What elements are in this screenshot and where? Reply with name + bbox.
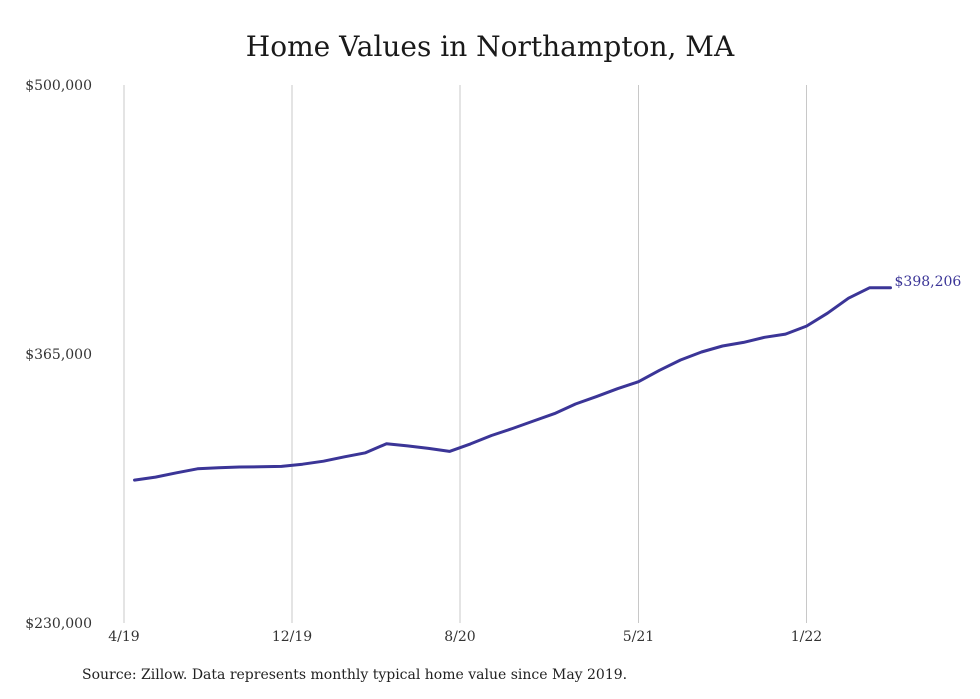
- y-tick-label: $230,000: [25, 616, 92, 632]
- series-line: [133, 286, 892, 482]
- x-tick-label: 12/19: [272, 629, 312, 645]
- y-tick-label: $500,000: [25, 78, 92, 94]
- source-note: Source: Zillow. Data represents monthly …: [82, 667, 628, 683]
- x-tick-label: 5/21: [623, 629, 654, 645]
- end-value-label: $398,206: [895, 274, 962, 290]
- y-tick-label: $365,000: [25, 347, 92, 363]
- x-tick-label: 1/22: [791, 629, 822, 645]
- x-tick-label: 8/20: [444, 629, 475, 645]
- x-tick-label: 4/19: [108, 629, 139, 645]
- chart-title: Home Values in Northampton, MA: [245, 30, 735, 63]
